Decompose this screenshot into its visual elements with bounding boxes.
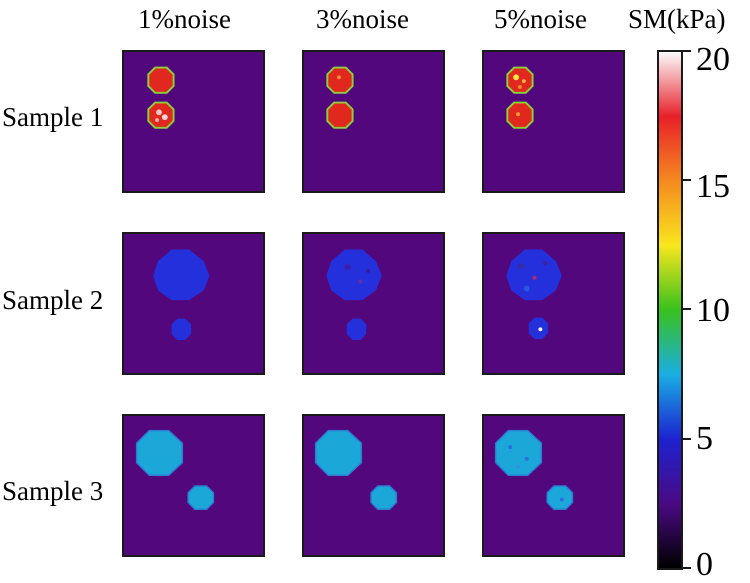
inclusion-small — [370, 485, 398, 511]
inclusion-large — [494, 429, 543, 477]
sm-map-sample2-1pct — [153, 249, 210, 340]
inclusion-large — [326, 249, 382, 301]
row-label-sample-3: Sample 3 — [2, 476, 104, 506]
inclusion-small — [546, 485, 574, 511]
inclusion-small — [346, 318, 367, 340]
row-label-sample-2: Sample 2 — [2, 285, 104, 315]
row-label-sample-1: Sample 1 — [2, 102, 104, 132]
panel-sample2-5pct — [482, 232, 625, 375]
inclusion-small — [171, 318, 192, 340]
inclusion-small — [528, 317, 549, 339]
inclusion-lower — [506, 101, 534, 129]
colorbar-gradient — [657, 50, 683, 570]
sm-map-sample2-5pct — [506, 249, 562, 339]
panel-sample1-5pct — [482, 50, 625, 193]
panel-sample2-1pct — [122, 232, 265, 375]
panel-sample3-5pct — [482, 414, 625, 557]
colorbar-tick-label-10: 10 — [696, 292, 730, 329]
inclusion-large — [153, 249, 210, 301]
sm-map-sample2-3pct — [326, 249, 382, 340]
sm-map-sample3-5pct — [494, 429, 574, 511]
inclusion-small — [187, 485, 215, 511]
column-label-1pct-noise: 1%noise — [138, 4, 231, 34]
panel-sample1-3pct — [302, 50, 445, 193]
panel-sample3-1pct — [122, 414, 265, 557]
colorbar-tick — [683, 308, 691, 310]
inclusion-large — [135, 429, 184, 477]
colorbar-tick — [683, 179, 691, 181]
sm-map-sample1-1pct — [147, 66, 175, 129]
colorbar-tick — [683, 567, 691, 569]
colorbar-title: SM(kPa) — [628, 4, 726, 34]
colorbar-tick — [683, 438, 691, 440]
sm-map-sample3-1pct — [135, 429, 215, 511]
colorbar-tick-label-5: 5 — [696, 420, 713, 457]
colorbar-tick-label-20: 20 — [696, 41, 730, 78]
panel-sample3-3pct — [302, 414, 445, 557]
column-label-3pct-noise: 3%noise — [316, 4, 409, 34]
inclusion-upper — [147, 66, 175, 94]
colorbar-tick — [683, 50, 691, 52]
inclusion-lower — [326, 101, 354, 129]
panel-sample1-1pct — [122, 50, 265, 193]
inclusion-upper — [326, 66, 354, 94]
inclusion-large — [506, 249, 562, 301]
inclusion-upper — [506, 66, 534, 94]
sm-map-sample3-3pct — [314, 429, 398, 511]
colorbar-tick-label-15: 15 — [696, 168, 730, 205]
inclusion-large — [314, 429, 363, 477]
sm-map-sample1-3pct — [326, 66, 354, 129]
inclusion-lower — [147, 101, 175, 129]
sm-map-sample1-5pct — [506, 66, 534, 129]
column-label-5pct-noise: 5%noise — [494, 4, 587, 34]
colorbar-tick-label-0: 0 — [696, 546, 713, 583]
panel-sample2-3pct — [302, 232, 445, 375]
